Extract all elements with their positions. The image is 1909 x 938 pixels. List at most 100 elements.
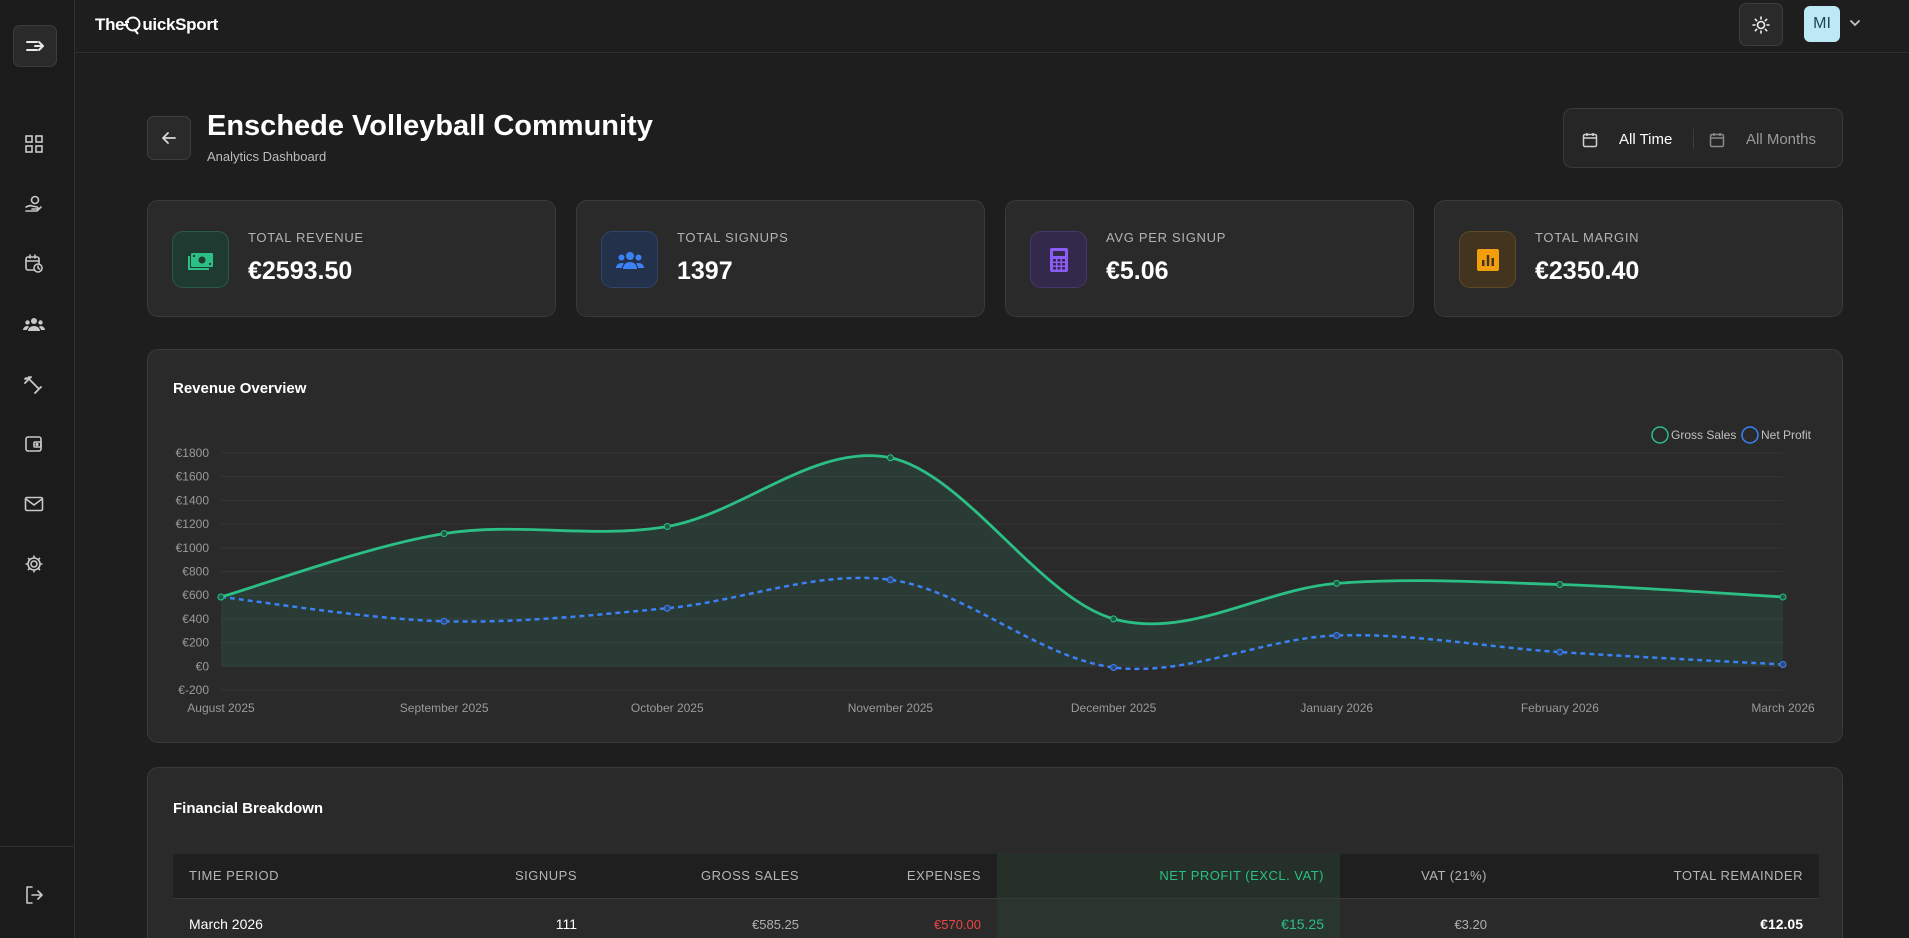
y-tick-label: €400 bbox=[182, 612, 209, 626]
brand-q bbox=[124, 15, 142, 35]
cell-period: March 2026 bbox=[173, 897, 413, 938]
y-tick-label: €1000 bbox=[176, 541, 210, 555]
y-tick-label: €200 bbox=[182, 636, 209, 650]
chart-icon bbox=[1459, 231, 1516, 288]
col-time-period[interactable]: TIME PERIOD bbox=[189, 868, 280, 884]
stat-card-avg: AVG PER SIGNUP €5.06 bbox=[1005, 200, 1414, 317]
logout-icon bbox=[26, 886, 43, 904]
chevron-down-icon[interactable] bbox=[1848, 16, 1862, 30]
sidebar-item-sports[interactable] bbox=[21, 191, 47, 217]
gross-sales-point bbox=[886, 454, 894, 462]
gross-sales-point bbox=[1110, 615, 1118, 623]
net-profit-line bbox=[220, 576, 1784, 671]
back-button[interactable] bbox=[147, 116, 191, 160]
sidebar-item-wallet[interactable] bbox=[21, 431, 47, 457]
period-label: All Time bbox=[1619, 131, 1673, 148]
net-profit-point bbox=[1779, 661, 1787, 669]
cell-vat: €3.20 bbox=[1340, 897, 1503, 938]
expand-sidebar-button[interactable] bbox=[13, 25, 57, 67]
y-tick-label: €600 bbox=[182, 588, 209, 602]
table-row[interactable]: March 2026 111 €585.25 €570.00 €15.25 €3… bbox=[173, 897, 1819, 938]
sidebar-item-schedule[interactable] bbox=[21, 251, 47, 277]
sidebar-item-messages[interactable] bbox=[21, 491, 47, 517]
money-icon bbox=[172, 231, 229, 288]
sidebar-item-training[interactable] bbox=[21, 371, 47, 397]
months-label: All Months bbox=[1746, 131, 1817, 148]
brand-logo[interactable]: The uickSport bbox=[95, 15, 218, 35]
col-expenses[interactable]: EXPENSES bbox=[906, 868, 981, 884]
net-profit-point bbox=[1110, 663, 1118, 671]
sun-icon bbox=[1752, 15, 1770, 34]
stat-label: TOTAL MARGIN bbox=[1535, 230, 1640, 245]
calendar-icon bbox=[1582, 132, 1598, 147]
top-bar: The uickSport MI bbox=[75, 0, 1909, 53]
x-tick-label: September 2025 bbox=[400, 701, 489, 715]
gross-sales-point bbox=[1779, 593, 1787, 601]
gross-sales-area bbox=[221, 455, 1783, 667]
gross-sales-point bbox=[1556, 581, 1564, 589]
sidebar-item-dashboard[interactable] bbox=[21, 131, 47, 157]
col-gross-sales[interactable]: GROSS SALES bbox=[701, 868, 799, 884]
panel-title: Financial Breakdown bbox=[173, 800, 324, 817]
calculator-icon bbox=[1030, 231, 1087, 288]
y-tick-label: €0 bbox=[196, 659, 210, 673]
gross-sales-point bbox=[1333, 579, 1341, 587]
sidebar-divider bbox=[0, 846, 75, 847]
x-tick-label: March 2026 bbox=[1751, 701, 1815, 715]
y-tick-label: €1200 bbox=[176, 517, 210, 531]
stat-label: TOTAL SIGNUPS bbox=[677, 230, 789, 245]
y-tick-label: €1800 bbox=[176, 446, 210, 460]
arrow-left-icon bbox=[162, 132, 176, 144]
cell-total-remainder: €12.05 bbox=[1503, 897, 1819, 938]
panel-title: Revenue Overview bbox=[173, 380, 307, 397]
y-tick-label: €1600 bbox=[176, 470, 210, 484]
page-subtitle: Analytics Dashboard bbox=[207, 149, 327, 164]
months-select[interactable]: All Months bbox=[1709, 131, 1816, 148]
users-icon bbox=[601, 231, 658, 288]
mail-icon bbox=[24, 496, 44, 512]
cell-signups: 111 bbox=[413, 897, 593, 938]
col-vat[interactable]: VAT (21%) bbox=[1421, 868, 1487, 884]
group-icon bbox=[23, 318, 45, 331]
calendar-clock-icon bbox=[25, 254, 43, 273]
y-tick-label: €1400 bbox=[176, 493, 210, 507]
legend-marker bbox=[1651, 426, 1669, 444]
cell-gross-sales: €585.25 bbox=[593, 897, 815, 938]
stat-value: €5.06 bbox=[1106, 257, 1169, 285]
stat-card-margin: TOTAL MARGIN €2350.40 bbox=[1434, 200, 1843, 317]
cell-expenses: €570.00 bbox=[815, 897, 997, 938]
calendar-icon bbox=[1709, 132, 1725, 147]
dumbbell-icon bbox=[24, 376, 42, 394]
col-signups[interactable]: SIGNUPS bbox=[514, 868, 577, 884]
col-net-profit[interactable]: NET PROFIT (EXCL. VAT) bbox=[997, 854, 1340, 898]
stat-value: €2593.50 bbox=[248, 257, 353, 285]
gross-sales-point bbox=[217, 593, 225, 601]
wallet-icon bbox=[25, 436, 42, 452]
period-select[interactable]: All Time bbox=[1582, 131, 1672, 148]
sidebar-item-settings[interactable] bbox=[21, 551, 47, 577]
gross-sales-line bbox=[220, 454, 1784, 626]
x-tick-label: October 2025 bbox=[631, 701, 704, 715]
avatar[interactable]: MI bbox=[1804, 6, 1840, 42]
legend-marker bbox=[1741, 426, 1759, 444]
sidebar-item-members[interactable] bbox=[21, 311, 47, 337]
y-tick-label: €800 bbox=[182, 565, 209, 579]
theme-toggle-button[interactable] bbox=[1739, 3, 1783, 46]
arrow-right-bar-icon bbox=[26, 41, 44, 51]
grid-icon bbox=[25, 135, 43, 153]
stat-card-revenue: TOTAL REVENUE €2593.50 bbox=[147, 200, 556, 317]
revenue-chart[interactable]: €-200 €0 €200 €400 €600 €800 €1000 €1200 €1400 €1… bbox=[148, 350, 1844, 744]
cell-net-profit: €15.25 bbox=[997, 897, 1340, 938]
legend-label: Gross Sales bbox=[1671, 428, 1736, 442]
breakdown-table: TIME PERIOD SIGNUPS GROSS SALES EXPENSES… bbox=[173, 854, 1819, 938]
stat-value: €2350.40 bbox=[1535, 257, 1640, 285]
logout-button[interactable] bbox=[21, 882, 47, 908]
stat-label: TOTAL REVENUE bbox=[248, 230, 364, 245]
net-profit-point bbox=[1556, 648, 1564, 656]
gear-icon bbox=[25, 555, 43, 573]
revenue-overview-panel: Revenue Overview €-200 €0 €200 €400 €600 €800… bbox=[147, 349, 1843, 743]
financial-breakdown-panel: Financial Breakdown TIME PERIOD SIGNUPS … bbox=[147, 767, 1843, 938]
stat-value: 1397 bbox=[677, 257, 733, 285]
page-title: Enschede Volleyball Community bbox=[207, 110, 653, 142]
col-total-remainder[interactable]: TOTAL REMAINDER bbox=[1673, 868, 1803, 884]
